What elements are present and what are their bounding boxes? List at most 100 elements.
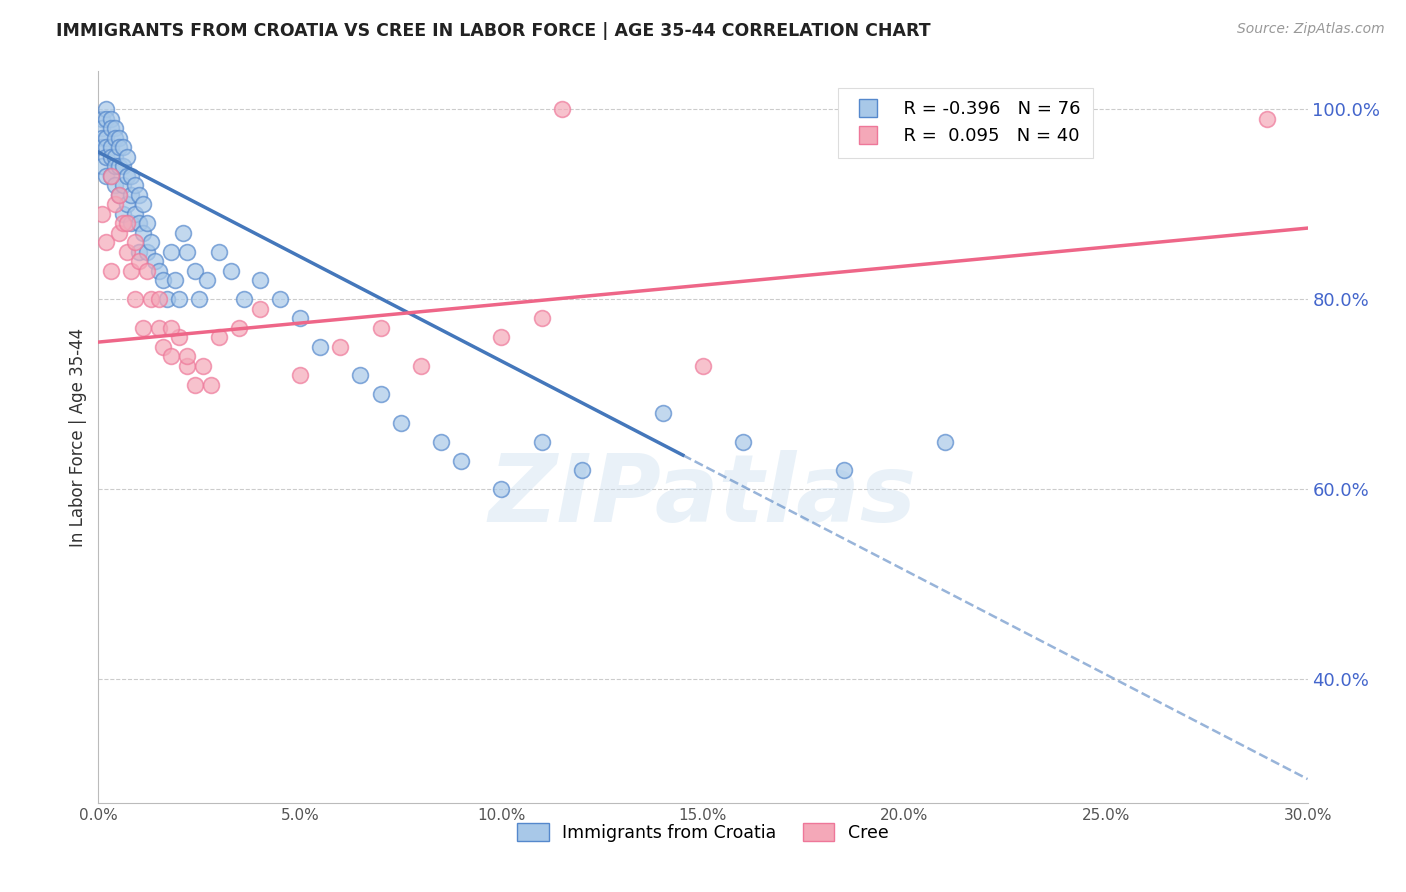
- Text: IMMIGRANTS FROM CROATIA VS CREE IN LABOR FORCE | AGE 35-44 CORRELATION CHART: IMMIGRANTS FROM CROATIA VS CREE IN LABOR…: [56, 22, 931, 40]
- Point: [184, 264, 207, 278]
- Point: [160, 244, 183, 259]
- Point: [551, 103, 574, 117]
- Point: [111, 140, 134, 154]
- Point: [120, 187, 142, 202]
- Point: [530, 311, 553, 326]
- Point: [100, 264, 122, 278]
- Point: [132, 321, 155, 335]
- Point: [103, 197, 125, 211]
- Point: [530, 434, 553, 449]
- Point: [96, 103, 118, 117]
- Point: [96, 169, 118, 183]
- Point: [370, 387, 392, 401]
- Point: [193, 359, 215, 373]
- Point: [370, 321, 392, 335]
- Point: [100, 112, 122, 126]
- Point: [309, 340, 332, 354]
- Point: [329, 340, 352, 354]
- Point: [91, 121, 114, 136]
- Point: [139, 235, 162, 250]
- Point: [200, 377, 222, 392]
- Point: [139, 293, 162, 307]
- Point: [128, 216, 150, 230]
- Point: [111, 216, 134, 230]
- Point: [107, 187, 129, 202]
- Text: ZIPatlas: ZIPatlas: [489, 450, 917, 541]
- Point: [152, 340, 174, 354]
- Point: [111, 207, 134, 221]
- Point: [103, 131, 125, 145]
- Point: [96, 235, 118, 250]
- Point: [91, 131, 114, 145]
- Point: [115, 150, 138, 164]
- Point: [91, 140, 114, 154]
- Point: [100, 140, 122, 154]
- Point: [176, 359, 198, 373]
- Point: [120, 264, 142, 278]
- Point: [167, 330, 190, 344]
- Point: [107, 159, 129, 173]
- Point: [115, 197, 138, 211]
- Point: [163, 273, 186, 287]
- Point: [128, 244, 150, 259]
- Point: [692, 359, 714, 373]
- Point: [91, 207, 114, 221]
- Point: [96, 112, 118, 126]
- Point: [409, 359, 432, 373]
- Point: [128, 254, 150, 268]
- Point: [107, 187, 129, 202]
- Point: [100, 150, 122, 164]
- Point: [934, 434, 956, 449]
- Point: [124, 293, 146, 307]
- Point: [176, 349, 198, 363]
- Point: [152, 273, 174, 287]
- Point: [832, 463, 855, 477]
- Point: [491, 483, 513, 497]
- Point: [120, 216, 142, 230]
- Point: [148, 321, 170, 335]
- Point: [120, 169, 142, 183]
- Point: [160, 349, 183, 363]
- Point: [208, 244, 231, 259]
- Point: [143, 254, 166, 268]
- Point: [651, 406, 673, 420]
- Point: [188, 293, 211, 307]
- Point: [107, 140, 129, 154]
- Point: [96, 140, 118, 154]
- Point: [172, 226, 194, 240]
- Point: [571, 463, 593, 477]
- Point: [450, 454, 472, 468]
- Point: [148, 293, 170, 307]
- Point: [176, 244, 198, 259]
- Point: [389, 416, 412, 430]
- Point: [128, 187, 150, 202]
- Point: [124, 178, 146, 193]
- Point: [156, 293, 179, 307]
- Point: [430, 434, 453, 449]
- Point: [100, 121, 122, 136]
- Point: [91, 112, 114, 126]
- Point: [115, 169, 138, 183]
- Point: [103, 121, 125, 136]
- Text: Source: ZipAtlas.com: Source: ZipAtlas.com: [1237, 22, 1385, 37]
- Point: [491, 330, 513, 344]
- Point: [167, 293, 190, 307]
- Point: [111, 178, 134, 193]
- Point: [124, 207, 146, 221]
- Point: [228, 321, 250, 335]
- Point: [195, 273, 218, 287]
- Point: [91, 159, 114, 173]
- Point: [100, 169, 122, 183]
- Point: [135, 216, 157, 230]
- Point: [103, 150, 125, 164]
- Point: [269, 293, 291, 307]
- Point: [249, 273, 271, 287]
- Point: [135, 244, 157, 259]
- Point: [107, 131, 129, 145]
- Point: [288, 311, 311, 326]
- Point: [103, 159, 125, 173]
- Point: [733, 434, 755, 449]
- Point: [115, 244, 138, 259]
- Point: [115, 216, 138, 230]
- Point: [96, 131, 118, 145]
